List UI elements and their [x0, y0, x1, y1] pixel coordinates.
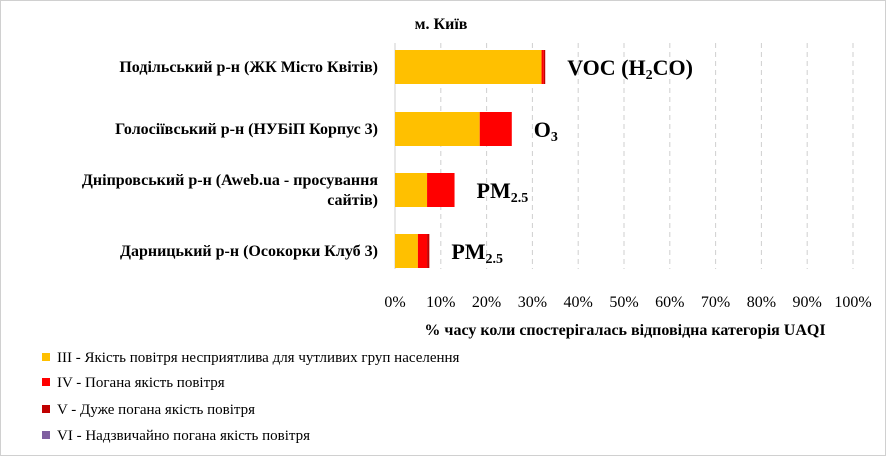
pollutant-labels: VOC (H2CO) O3 PM2.5 PM2.5 — [451, 55, 693, 267]
bar-segment — [395, 173, 428, 207]
bar-segment — [395, 50, 542, 84]
category-label: Подільський р-н (ЖК Місто Квітів) — [119, 59, 378, 76]
x-tick-label: 40% — [564, 294, 593, 311]
x-tick-label: 80% — [747, 294, 776, 311]
bar-segment — [479, 112, 512, 146]
bar-segment — [427, 234, 430, 268]
bars — [395, 50, 546, 268]
category-label: сайтів) — [327, 192, 378, 209]
category-labels: Подільський р-н (ЖК Місто Квітів) Голосії… — [82, 59, 378, 260]
bar-segment — [541, 50, 544, 84]
legend: III - Якість повітря несприятлива для чу… — [42, 350, 460, 444]
legend-label: III - Якість повітря несприятлива для чу… — [57, 350, 460, 366]
x-axis-label: % часу коли спостерігалась відповідна ка… — [424, 322, 825, 339]
pollutant-label: VOC (H2CO) — [567, 55, 693, 83]
x-tick-label: 0% — [384, 294, 405, 311]
legend-swatch — [42, 405, 50, 413]
x-tick-label: 70% — [701, 294, 730, 311]
chart-title: м. Київ — [415, 16, 468, 33]
bar-segment — [417, 234, 428, 268]
x-tick-label: 30% — [518, 294, 547, 311]
x-tick-label: 20% — [472, 294, 501, 311]
category-label: Дарницький р-н (Осокорки Клуб 3) — [120, 243, 378, 260]
category-label: Голосіївський р-н (НУБіП Корпус 3) — [115, 121, 378, 138]
pollutant-label: PM2.5 — [451, 239, 503, 267]
pollutant-label: O3 — [534, 117, 558, 145]
legend-swatch — [42, 378, 50, 386]
bar-segment — [395, 112, 480, 146]
pollutant-label: PM2.5 — [477, 178, 529, 206]
x-tick-label: 50% — [609, 294, 638, 311]
bar-segment — [543, 50, 546, 84]
x-tick-label: 60% — [655, 294, 684, 311]
legend-label: V - Дуже погана якість повітря — [57, 402, 255, 418]
x-tick-labels: 0% 10% 20% 30% 40% 50% 60% 70% 80% 90% 100% — [384, 294, 871, 311]
category-label: Дніпровський р-н (Aweb.ua - просування — [82, 172, 378, 189]
legend-swatch — [42, 353, 50, 361]
legend-label: IV - Погана якість повітря — [57, 375, 225, 391]
bar-segment — [427, 173, 455, 207]
x-tick-label: 100% — [834, 294, 871, 311]
x-tick-label: 10% — [426, 294, 455, 311]
x-tick-label: 90% — [793, 294, 822, 311]
legend-swatch — [42, 431, 50, 439]
bar-segment — [395, 234, 418, 268]
legend-label: VI - Надзвичайно погана якість повітря — [57, 428, 310, 444]
